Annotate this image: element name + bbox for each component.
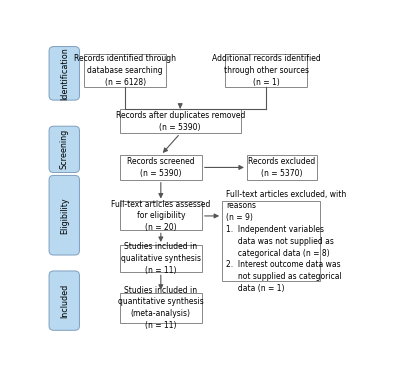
Text: Full-text articles assessed
for eligibility
(n = 20): Full-text articles assessed for eligibil… [111,200,210,232]
Text: Full-text articles excluded, with
reasons
(n = 9)
1.  Independent variables
    : Full-text articles excluded, with reason… [226,190,346,293]
FancyBboxPatch shape [225,54,307,87]
Text: Additional records identified
through other sources
(n = 1): Additional records identified through ot… [212,54,321,87]
FancyBboxPatch shape [49,175,80,255]
FancyBboxPatch shape [120,155,202,180]
FancyBboxPatch shape [120,293,202,323]
FancyBboxPatch shape [247,155,317,180]
FancyBboxPatch shape [49,126,80,173]
FancyBboxPatch shape [84,54,166,87]
Text: Studies included in
qualitative synthesis
(n = 11): Studies included in qualitative synthesi… [121,243,201,275]
Text: Records after duplicates removed
(n = 5390): Records after duplicates removed (n = 53… [116,111,245,132]
Text: Studies included in
quantitative synthesis
(meta-analysis)
(n = 11): Studies included in quantitative synthes… [118,286,204,330]
FancyBboxPatch shape [49,47,80,100]
Text: Included: Included [60,284,69,318]
FancyBboxPatch shape [120,202,202,230]
FancyBboxPatch shape [120,245,202,272]
Text: Records identified through
database searching
(n = 6128): Records identified through database sear… [74,54,176,87]
Text: Eligibility: Eligibility [60,197,69,233]
FancyBboxPatch shape [49,271,80,330]
Text: Records screened
(n = 5390): Records screened (n = 5390) [127,157,195,178]
FancyBboxPatch shape [222,202,320,281]
Text: Screening: Screening [60,129,69,170]
Text: Identification: Identification [60,47,69,100]
FancyBboxPatch shape [120,109,241,133]
Text: Records excluded
(n = 5370): Records excluded (n = 5370) [248,157,315,178]
